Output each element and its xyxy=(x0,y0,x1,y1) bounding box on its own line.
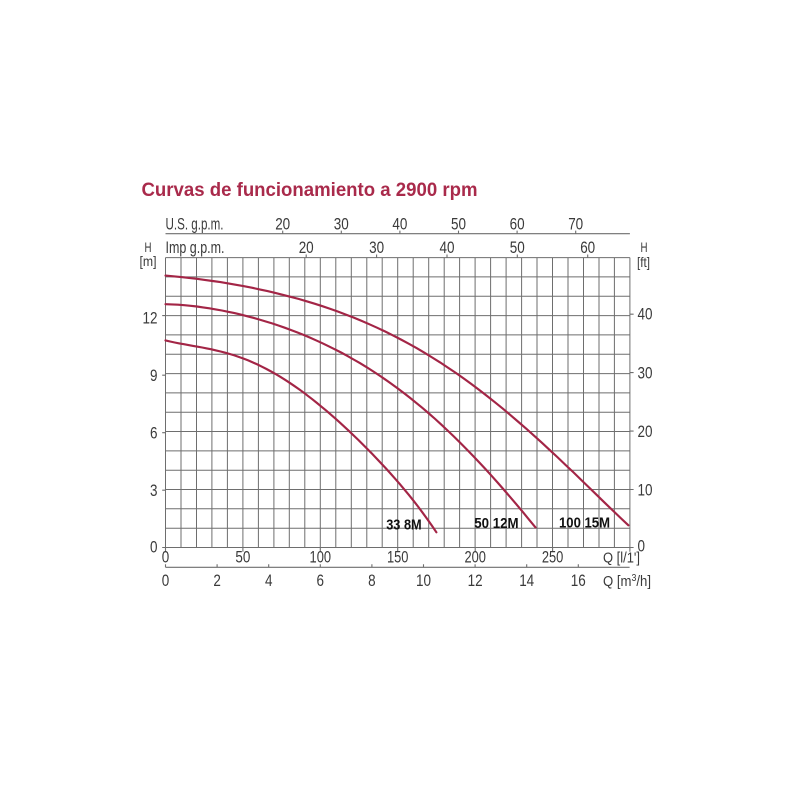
svg-text:Imp g.p.m.: Imp g.p.m. xyxy=(166,238,225,257)
svg-text:8: 8 xyxy=(368,571,376,590)
svg-text:Q [l/1']: Q [l/1'] xyxy=(603,550,640,567)
svg-text:0: 0 xyxy=(162,571,170,590)
svg-text:30: 30 xyxy=(369,238,384,257)
svg-text:50: 50 xyxy=(451,215,466,234)
svg-text:33 8M: 33 8M xyxy=(386,516,422,533)
svg-text:9: 9 xyxy=(150,366,158,385)
svg-text:50 12M: 50 12M xyxy=(474,515,518,532)
svg-text:14: 14 xyxy=(519,571,534,590)
svg-text:H: H xyxy=(145,239,152,255)
svg-text:0: 0 xyxy=(162,547,170,566)
svg-text:150: 150 xyxy=(387,547,409,566)
svg-text:40: 40 xyxy=(638,304,653,323)
svg-text:12: 12 xyxy=(468,571,483,590)
svg-text:70: 70 xyxy=(568,215,583,234)
svg-text:60: 60 xyxy=(510,215,525,234)
svg-text:6: 6 xyxy=(150,424,158,443)
svg-text:12: 12 xyxy=(143,309,158,328)
svg-text:4: 4 xyxy=(265,571,273,590)
svg-text:50: 50 xyxy=(510,238,525,257)
svg-text:50: 50 xyxy=(235,547,250,566)
svg-text:6: 6 xyxy=(317,571,325,590)
svg-text:10: 10 xyxy=(638,480,653,499)
svg-text:40: 40 xyxy=(392,215,407,234)
svg-text:20: 20 xyxy=(299,238,314,257)
svg-text:[ft]: [ft] xyxy=(637,254,650,270)
svg-text:0: 0 xyxy=(150,537,158,556)
svg-text:16: 16 xyxy=(571,571,586,590)
svg-text:[m]: [m] xyxy=(140,253,157,269)
svg-text:2: 2 xyxy=(213,571,221,590)
svg-text:20: 20 xyxy=(638,422,653,441)
svg-text:0: 0 xyxy=(638,537,646,556)
svg-text:100: 100 xyxy=(310,547,332,566)
svg-text:H: H xyxy=(641,239,648,255)
svg-text:30: 30 xyxy=(334,215,349,234)
svg-text:10: 10 xyxy=(416,571,431,590)
svg-text:30: 30 xyxy=(638,364,653,383)
svg-text:Q [m3/h]: Q [m3/h] xyxy=(603,573,651,590)
svg-text:Curvas de funcionamiento a 290: Curvas de funcionamiento a 2900 rpm xyxy=(142,180,478,201)
svg-text:3: 3 xyxy=(150,481,158,500)
svg-text:200: 200 xyxy=(464,547,486,566)
svg-text:100 15M: 100 15M xyxy=(559,515,610,532)
svg-text:60: 60 xyxy=(580,238,595,257)
svg-text:250: 250 xyxy=(542,547,564,566)
svg-text:U.S. g.p.m.: U.S. g.p.m. xyxy=(166,215,224,234)
svg-text:40: 40 xyxy=(440,238,455,257)
svg-text:20: 20 xyxy=(275,215,290,234)
